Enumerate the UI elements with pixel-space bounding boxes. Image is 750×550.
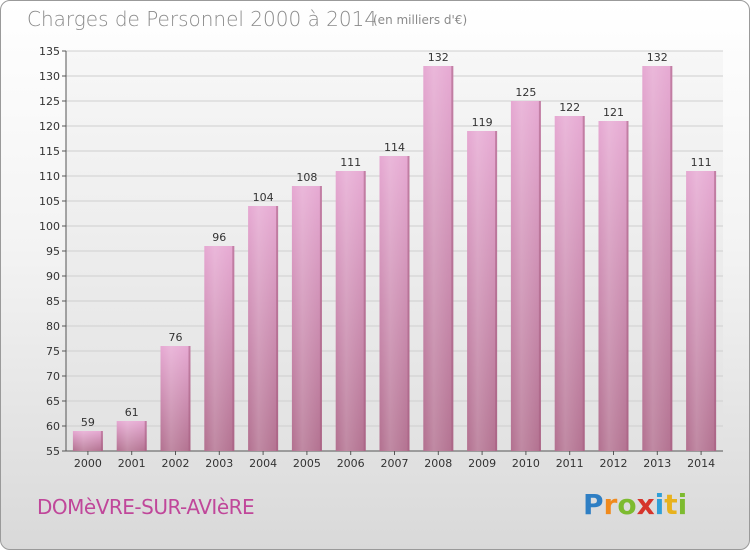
- x-tick-label: 2010: [512, 457, 540, 470]
- x-tick-label: 2005: [293, 457, 321, 470]
- bar-shine: [116, 421, 147, 451]
- bar-shine: [686, 171, 717, 451]
- bar-shine: [554, 116, 585, 451]
- bar-shine: [72, 431, 103, 451]
- x-tick-label: 2004: [249, 457, 277, 470]
- data-label: 76: [169, 331, 183, 344]
- proxiti-logo: Proxiti: [583, 488, 687, 521]
- logo-letter: i: [677, 488, 688, 521]
- data-label: 122: [559, 101, 580, 114]
- logo-letter: t: [664, 488, 678, 521]
- data-label: 96: [212, 231, 226, 244]
- data-label: 119: [472, 116, 493, 129]
- y-tick-label: 100: [39, 220, 60, 233]
- bar-shine: [423, 66, 454, 451]
- logo-letter: r: [603, 488, 618, 521]
- bar-shine: [598, 121, 629, 451]
- y-tick-label: 70: [46, 370, 60, 383]
- data-label: 61: [125, 406, 139, 419]
- bar-shine: [379, 156, 410, 451]
- x-tick-label: 2013: [643, 457, 671, 470]
- y-tick-label: 125: [39, 95, 60, 108]
- bar-shine: [291, 186, 322, 451]
- y-tick-label: 65: [46, 395, 60, 408]
- bar-edge: [582, 116, 585, 451]
- y-tick-label: 55: [46, 445, 60, 458]
- y-tick-label: 110: [39, 170, 60, 183]
- bar-shine: [160, 346, 191, 451]
- logo-letter: P: [583, 488, 604, 521]
- bar-edge: [714, 171, 717, 451]
- bar-edge: [626, 121, 629, 451]
- bar-edge: [232, 246, 235, 451]
- y-tick-label: 75: [46, 345, 60, 358]
- chart-title: Charges de Personnel 2000 à 2014: [27, 7, 378, 31]
- bar-edge: [188, 346, 191, 451]
- bar-shine: [204, 246, 235, 451]
- bar-edge: [276, 206, 279, 451]
- logo-letter: o: [617, 488, 637, 521]
- bar-shine: [335, 171, 366, 451]
- data-label: 121: [603, 106, 624, 119]
- bar-shine: [248, 206, 279, 451]
- bar-edge: [670, 66, 673, 451]
- x-tick-label: 2009: [468, 457, 496, 470]
- logo-letter: x: [636, 488, 655, 521]
- x-tick-label: 2000: [74, 457, 102, 470]
- bar-shine: [510, 101, 541, 451]
- data-label: 104: [253, 191, 274, 204]
- y-tick-label: 80: [46, 320, 60, 333]
- y-tick-label: 115: [39, 145, 60, 158]
- bar-edge: [144, 421, 147, 451]
- chart-subtitle: (en milliers d'€): [373, 13, 468, 27]
- bar-edge: [407, 156, 410, 451]
- y-tick-label: 105: [39, 195, 60, 208]
- data-label: 132: [428, 51, 449, 64]
- y-tick-label: 85: [46, 295, 60, 308]
- bar-edge: [319, 186, 322, 451]
- bar-edge: [538, 101, 541, 451]
- x-tick-label: 2012: [600, 457, 628, 470]
- data-label: 59: [81, 416, 95, 429]
- logo-letter: i: [654, 488, 665, 521]
- bar-edge: [363, 171, 366, 451]
- y-tick-label: 95: [46, 245, 60, 258]
- x-tick-label: 2014: [687, 457, 715, 470]
- commune-name: DOMèVRE-SUR-AVIèRE: [37, 495, 255, 519]
- data-label: 108: [296, 171, 317, 184]
- x-tick-label: 2006: [337, 457, 365, 470]
- bar-edge: [100, 431, 103, 451]
- data-label: 111: [691, 156, 712, 169]
- x-tick-label: 2003: [205, 457, 233, 470]
- bar-shine: [467, 131, 498, 451]
- y-tick-label: 90: [46, 270, 60, 283]
- data-label: 132: [647, 51, 668, 64]
- y-tick-label: 135: [39, 45, 60, 58]
- x-tick-label: 2001: [118, 457, 146, 470]
- x-tick-label: 2011: [556, 457, 584, 470]
- data-label: 114: [384, 141, 405, 154]
- bar-edge: [495, 131, 498, 451]
- bar-edge: [451, 66, 454, 451]
- bar-shine: [642, 66, 673, 451]
- y-tick-label: 120: [39, 120, 60, 133]
- y-tick-label: 60: [46, 420, 60, 433]
- x-tick-label: 2008: [424, 457, 452, 470]
- data-label: 111: [340, 156, 361, 169]
- x-tick-label: 2002: [162, 457, 190, 470]
- x-tick-label: 2007: [381, 457, 409, 470]
- data-label: 125: [515, 86, 536, 99]
- y-tick-label: 130: [39, 70, 60, 83]
